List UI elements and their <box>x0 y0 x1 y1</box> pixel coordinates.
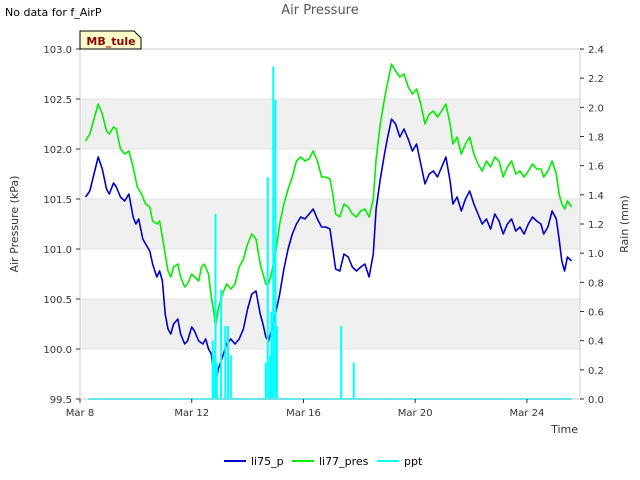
y-tick-label: 101.5 <box>43 195 72 206</box>
y-tick-label: 103.0 <box>43 45 72 56</box>
y-tick-label: 102.0 <box>43 145 72 156</box>
y2-tick-label: 1.2 <box>588 220 604 231</box>
legend-label: ppt <box>404 455 423 468</box>
y2-tick-label: 1.8 <box>588 133 604 144</box>
y-tick-label: 99.5 <box>50 395 72 406</box>
legend-item-li75-p: li75_p <box>224 455 284 468</box>
y2-tick-label: 0.0 <box>588 395 604 406</box>
grid-band <box>80 99 580 149</box>
legend: li75_p li77_pres ppt <box>224 455 423 468</box>
no-data-message: No data for f_AirP <box>5 6 102 19</box>
x-tick-label: Mar 24 <box>510 408 545 419</box>
chart-title: Air Pressure <box>281 3 359 18</box>
y2-tick-label: 0.8 <box>588 278 604 289</box>
x-tick-label: Mar 8 <box>66 408 94 419</box>
y2-tick-label: 1.6 <box>588 162 604 173</box>
y-axis-label: Air Pressure (kPa) <box>8 176 21 273</box>
y2-tick-label: 1.4 <box>588 191 604 202</box>
x-tick-label: Mar 20 <box>398 408 433 419</box>
series-li75-p <box>84 118 573 385</box>
grid-band <box>80 199 580 249</box>
site-badge: MB_tule <box>79 30 142 50</box>
y2-tick-label: 2.0 <box>588 103 604 114</box>
legend-label: li75_p <box>251 455 284 468</box>
y2-tick-label: 0.4 <box>588 337 604 348</box>
y2-tick-label: 2.2 <box>588 74 604 85</box>
y2-axis-label: Rain (mm) <box>618 195 631 253</box>
y-tick-label: 102.5 <box>43 95 72 106</box>
y2-tick-label: 1.0 <box>588 249 604 260</box>
y-tick-label: 101.0 <box>43 245 72 256</box>
legend-label: li77_pres <box>319 455 369 468</box>
legend-item-li77-pres: li77_pres <box>292 455 369 468</box>
x-tick-label: Mar 16 <box>286 408 321 419</box>
legend-item-ppt: ppt <box>377 455 423 468</box>
y-tick-label: 100.5 <box>43 295 72 306</box>
site-badge-box <box>79 30 142 50</box>
y2-tick-label: 0.6 <box>588 308 604 319</box>
y-tick-label: 100.0 <box>43 345 72 356</box>
grid-band <box>80 299 580 349</box>
site-badge-label: MB_tule <box>86 35 135 48</box>
y2-tick-label: 2.4 <box>588 45 604 56</box>
y2-tick-label: 0.2 <box>588 366 604 377</box>
x-axis-label: Time <box>550 423 578 436</box>
x-tick-label: Mar 12 <box>174 408 209 419</box>
series-li77-pres <box>84 63 573 328</box>
